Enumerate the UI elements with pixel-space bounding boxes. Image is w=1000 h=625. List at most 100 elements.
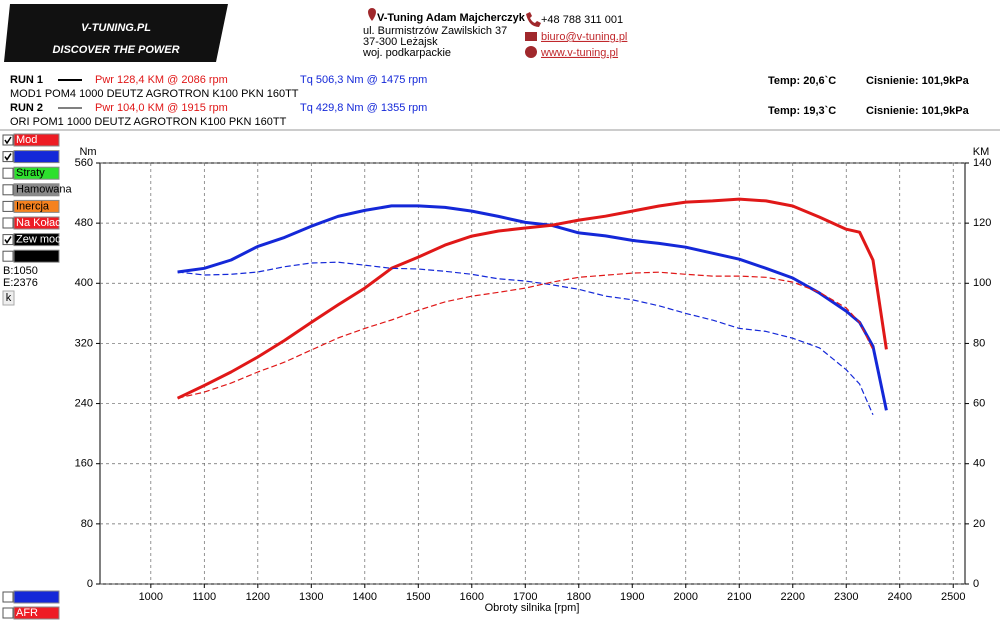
y2-axis-label: KM xyxy=(973,146,990,158)
checkbox[interactable] xyxy=(2,167,14,179)
x-axis-label: Obroty silnika [rpm] xyxy=(485,602,580,614)
run-label: RUN 1 xyxy=(10,74,43,86)
run-description: MOD1 POM4 1000 DEUTZ AGROTRON K100 PKN 1… xyxy=(10,88,299,100)
legend-label: Mod xyxy=(16,134,37,146)
phone: +48 788 311 001 xyxy=(541,14,623,26)
legend-swatch[interactable] xyxy=(13,216,60,230)
mail-icon xyxy=(525,32,537,41)
x-tick-label: 1900 xyxy=(620,591,644,603)
company: V-Tuning Adam Majcherczyk xyxy=(377,12,526,24)
curve xyxy=(176,197,888,400)
k-button-label[interactable]: k xyxy=(6,292,12,304)
begin-rpm: B:1050 xyxy=(3,265,38,277)
checkbox[interactable] xyxy=(2,151,14,163)
legend-swatch[interactable] xyxy=(13,233,60,247)
y2-tick-label: 20 xyxy=(973,518,985,530)
web[interactable]: www.v-tuning.pl xyxy=(540,47,618,59)
address: 37-300 Leżajsk xyxy=(363,36,438,48)
slogan: DISCOVER THE POWER xyxy=(52,44,179,56)
run-pressure: Cisnienie: 101,9kPa xyxy=(866,105,970,117)
x-tick-label: 1800 xyxy=(567,591,591,603)
checkbox[interactable] xyxy=(2,134,14,146)
checkmark xyxy=(4,153,12,161)
run-torque: Tq 429,8 Nm @ 1355 rpm xyxy=(300,102,427,114)
x-tick-label: 1700 xyxy=(513,591,537,603)
legend-label: AFR xyxy=(16,607,38,619)
legend-swatch[interactable] xyxy=(13,590,60,604)
y2-tick-label: 80 xyxy=(973,337,985,349)
legend-swatch[interactable] xyxy=(13,183,60,197)
legend-swatch[interactable] xyxy=(13,150,60,164)
curve xyxy=(177,261,874,416)
x-tick-label: 2000 xyxy=(674,591,698,603)
y-tick-label: 320 xyxy=(75,337,93,349)
legend-label: Inercja xyxy=(16,200,50,212)
run-pressure: Cisnienie: 101,9kPa xyxy=(866,75,970,87)
logo: V-TUNING.PL xyxy=(81,22,151,34)
y-tick-label: 560 xyxy=(75,157,93,169)
checkbox[interactable] xyxy=(2,184,14,196)
curve xyxy=(177,271,874,399)
run-temp: Temp: 20,6`C xyxy=(768,75,836,87)
legend-swatch[interactable] xyxy=(13,133,60,147)
web-icon xyxy=(525,46,537,58)
legend-label: Na Kołach xyxy=(16,217,67,229)
checkbox[interactable] xyxy=(2,200,14,212)
run-description: ORI POM1 1000 DEUTZ AGROTRON K100 PKN 16… xyxy=(10,116,287,128)
y2-tick-label: 120 xyxy=(973,217,991,229)
x-tick-label: 1500 xyxy=(406,591,430,603)
x-tick-label: 1600 xyxy=(460,591,484,603)
k-button[interactable] xyxy=(2,290,15,306)
legend-swatch[interactable] xyxy=(13,199,60,213)
phone-icon xyxy=(526,12,541,27)
y2-tick-label: 100 xyxy=(973,277,991,289)
end-rpm: E:2376 xyxy=(3,277,38,289)
run-power: Pwr 128,4 KM @ 2086 rpm xyxy=(95,74,228,86)
x-tick-label: 1100 xyxy=(192,591,216,603)
address: woj. podkarpackie xyxy=(362,47,451,59)
legend-label: Straty xyxy=(16,167,45,179)
legend-label: Hamowana xyxy=(16,184,73,196)
x-tick-label: 2100 xyxy=(727,591,751,603)
checkbox[interactable] xyxy=(2,250,14,262)
run-temp: Temp: 19,3`C xyxy=(768,105,836,117)
y2-tick-label: 140 xyxy=(973,157,991,169)
plot-area xyxy=(99,162,966,585)
logo-badge xyxy=(4,4,228,62)
legend-label: Zew moc str xyxy=(16,234,76,246)
x-tick-label: 2200 xyxy=(781,591,805,603)
checkbox[interactable] xyxy=(2,234,14,246)
legend-swatch[interactable] xyxy=(13,166,60,180)
checkbox[interactable] xyxy=(2,591,14,603)
y2-tick-label: 40 xyxy=(973,458,985,470)
email[interactable]: biuro@v-tuning.pl xyxy=(541,31,627,43)
y-axis-label: Nm xyxy=(79,146,96,158)
y-tick-label: 480 xyxy=(75,217,93,229)
checkbox[interactable] xyxy=(2,607,14,619)
legend-swatch[interactable] xyxy=(13,606,60,620)
run-label: RUN 2 xyxy=(10,102,43,114)
x-tick-label: 2300 xyxy=(834,591,858,603)
run-torque: Tq 506,3 Nm @ 1475 rpm xyxy=(300,74,427,86)
x-tick-label: 2500 xyxy=(941,591,965,603)
y2-tick-label: 0 xyxy=(973,578,979,590)
x-tick-label: 1000 xyxy=(139,591,163,603)
checkbox[interactable] xyxy=(2,217,14,229)
y-tick-label: 0 xyxy=(87,578,93,590)
x-tick-label: 1200 xyxy=(246,591,270,603)
address: ul. Burmistrzów Zawilskich 37 xyxy=(363,25,507,37)
x-tick-label: 1300 xyxy=(299,591,323,603)
y-tick-label: 80 xyxy=(81,518,93,530)
run-power: Pwr 104,0 KM @ 1915 rpm xyxy=(95,102,228,114)
y2-tick-label: 60 xyxy=(973,397,985,409)
x-tick-label: 1400 xyxy=(353,591,377,603)
y-tick-label: 160 xyxy=(75,458,93,470)
legend-swatch[interactable] xyxy=(13,249,60,263)
y-tick-label: 240 xyxy=(75,397,93,409)
pin-icon xyxy=(368,8,376,21)
checkmark xyxy=(4,136,12,145)
x-tick-label: 2400 xyxy=(887,591,911,603)
checkmark xyxy=(4,236,12,244)
